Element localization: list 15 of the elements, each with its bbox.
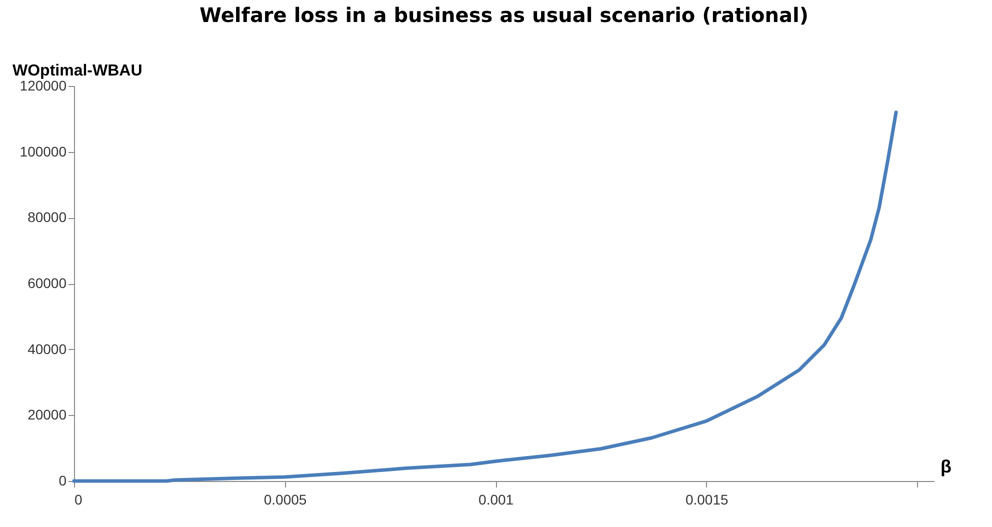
y-tick-label: 120000 <box>20 78 67 94</box>
y-tick-label: 60000 <box>28 275 67 291</box>
y-tick-label: 20000 <box>28 406 67 423</box>
line-series <box>72 110 898 483</box>
y-tick-label: 0 <box>58 472 67 488</box>
y-tick-label: 40000 <box>28 340 67 357</box>
x-tick-label: 0 <box>74 492 82 508</box>
chart-title: Welfare loss in a business as usual scenario (rational) <box>199 3 809 27</box>
x-tick-label: 0.001 <box>478 492 514 508</box>
x-tick-label: 0.0005 <box>264 492 307 508</box>
y-tick-label: 80000 <box>28 209 67 226</box>
x-tick-label: 0.0015 <box>685 492 728 508</box>
y-axis-title: WOptimal-WBAU <box>12 62 142 80</box>
x-axis-title: β <box>940 456 952 476</box>
y-tick-label: 100000 <box>20 143 67 160</box>
